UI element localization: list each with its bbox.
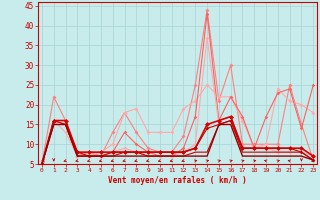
X-axis label: Vent moyen/en rafales ( km/h ): Vent moyen/en rafales ( km/h ) — [108, 176, 247, 185]
